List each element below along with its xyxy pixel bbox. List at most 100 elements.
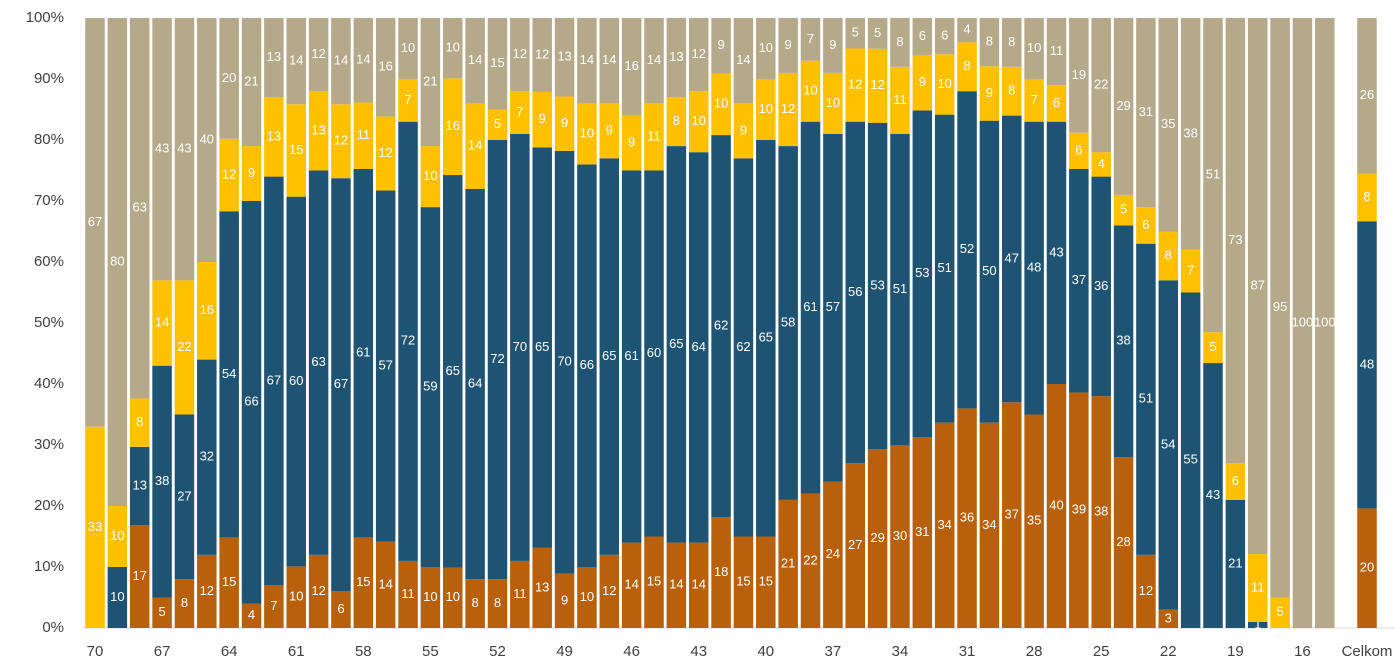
bar-segment [152,365,172,598]
data-label: 62 [736,339,750,354]
data-label: 21 [423,73,437,88]
data-label: 4 [963,22,970,37]
data-label: 13 [267,128,281,143]
y-tick-label: 70% [34,192,64,209]
bar-segment [890,445,910,628]
bar-segment [800,121,821,494]
bar-segment [308,18,329,92]
bar-segment [1158,609,1179,628]
bar-segment [174,414,195,580]
data-label: 31 [915,524,929,539]
data-label: 7 [270,598,277,613]
bar-segment [1180,18,1201,250]
y-tick-label: 0% [42,619,64,636]
data-label: 65 [535,339,549,354]
bar-segment [688,542,709,628]
bar-segment [1203,18,1223,333]
data-label: 12 [691,46,705,61]
bar-segment [733,103,754,159]
bar-segment [599,18,620,104]
data-label: 31 [1139,104,1153,119]
y-tick-label: 10% [34,558,64,575]
bar-segment [129,18,150,399]
data-label: 51 [937,260,951,275]
bar-segment [1091,176,1111,397]
bar-segment [778,146,798,500]
data-label: 14 [356,52,370,67]
data-label: 13 [267,49,281,64]
data-label: 6 [941,28,948,43]
data-label: 8 [136,414,143,429]
bar-segment [510,91,530,134]
bar-segment [420,207,441,567]
bar-segment [621,18,642,116]
data-label: 66 [580,357,594,372]
bar-segment [129,398,150,447]
data-label: 61 [803,299,817,314]
data-label: 64 [691,339,705,354]
bar-segment [577,164,597,567]
data-label: 6 [337,601,344,616]
data-label: 5 [852,25,859,40]
data-label: 58 [781,314,795,329]
bar-segment [1113,457,1134,628]
y-tick-label: 100% [26,9,64,26]
data-label: 9 [248,165,255,180]
data-label: 54 [222,366,236,381]
data-label: 14 [691,577,705,592]
data-label: 43 [1049,244,1063,259]
bar-segment [666,18,687,98]
data-label: 53 [870,277,884,292]
bar-segment [331,591,351,628]
data-label: 67 [334,376,348,391]
data-label: 63 [311,354,325,369]
data-label: 9 [740,122,747,137]
data-label: 9 [717,37,724,52]
bar-segment [308,170,329,555]
x-tick-label: 70 [87,643,104,660]
data-label: 32 [200,449,214,464]
bar-segment [1113,194,1134,226]
bar-segment [1225,499,1246,628]
data-label: 13 [669,49,683,64]
data-label: 10 [580,589,594,604]
bar-segment [756,536,776,628]
data-label: 6 [919,28,926,43]
bar-segment [532,18,552,92]
bar-segment [331,18,351,105]
data-label: 72 [490,351,504,366]
data-label: 17 [132,568,146,583]
data-label: 14 [289,53,303,68]
data-label: 20 [222,70,236,85]
x-tick-label: 52 [489,643,506,660]
data-label: 40 [200,131,214,146]
bar-segment [599,158,620,555]
bar-segment [599,103,620,159]
bar-segment [487,579,508,628]
data-label: 65 [602,348,616,363]
bar-segment [867,449,888,628]
data-label: 60 [289,373,303,388]
data-label: 29 [1116,98,1130,113]
bar-segment [420,18,441,147]
bar-segment [912,18,933,55]
data-label: 16 [378,59,392,74]
bar-segment [912,110,933,437]
data-label: 60 [647,345,661,360]
data-label: 7 [1031,92,1038,107]
bar-segment [890,66,910,134]
data-label: 6 [1053,95,1060,110]
data-label: 80 [110,253,124,268]
data-label: 15 [356,574,370,589]
data-label: 29 [870,530,884,545]
data-label: 8 [1363,189,1370,204]
data-label: 11 [1251,579,1265,594]
bar-segment [443,567,463,628]
bar-segment [331,178,351,592]
bar-segment [286,18,306,105]
data-label: 38 [1183,125,1197,140]
bar-segment [599,554,620,628]
data-label: 12 [378,145,392,160]
data-label: 18 [714,564,728,579]
data-label: 26 [1360,87,1374,102]
